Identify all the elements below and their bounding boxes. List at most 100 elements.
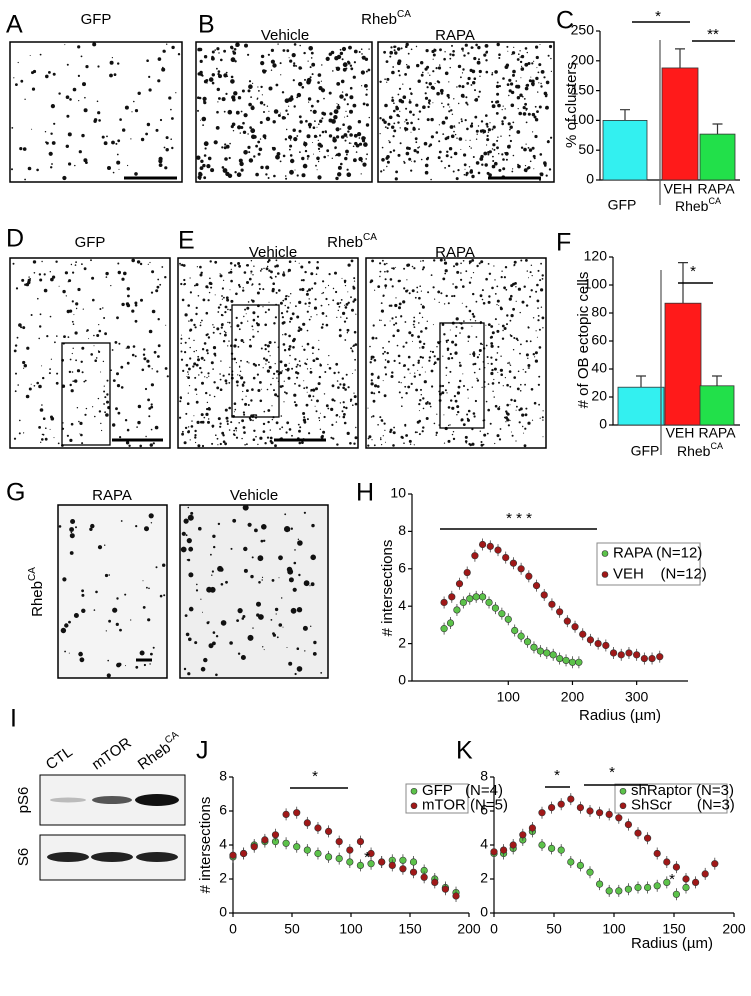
speckle bbox=[252, 274, 253, 275]
speckle bbox=[466, 128, 469, 131]
speckle bbox=[212, 51, 215, 54]
speckle bbox=[421, 74, 424, 77]
speckle bbox=[410, 92, 412, 94]
speckle bbox=[291, 435, 293, 437]
speckle bbox=[125, 106, 129, 110]
speckle bbox=[299, 328, 302, 331]
speckle bbox=[332, 384, 335, 387]
speckle bbox=[452, 54, 455, 57]
speckle bbox=[279, 577, 280, 578]
speckle bbox=[242, 399, 244, 401]
speckle bbox=[200, 120, 201, 121]
speckle bbox=[153, 647, 155, 649]
speckle bbox=[342, 91, 343, 92]
speckle bbox=[131, 111, 132, 112]
speckle bbox=[417, 147, 419, 149]
speckle bbox=[358, 157, 362, 161]
speckle bbox=[233, 344, 236, 347]
speckle bbox=[405, 392, 407, 394]
speckle bbox=[424, 380, 427, 383]
speckle bbox=[386, 155, 390, 159]
speckle bbox=[52, 276, 55, 279]
speckle bbox=[391, 375, 394, 378]
speckle bbox=[202, 612, 203, 613]
speckle bbox=[472, 313, 474, 315]
speckle bbox=[102, 307, 103, 308]
speckle bbox=[78, 652, 83, 657]
speckle bbox=[72, 321, 74, 323]
speckle bbox=[195, 442, 196, 443]
speckle bbox=[147, 618, 150, 621]
speckle bbox=[272, 282, 275, 285]
speckle bbox=[428, 360, 430, 362]
speckle bbox=[455, 134, 456, 135]
speckle bbox=[113, 379, 116, 382]
speckle bbox=[283, 271, 285, 273]
data-point bbox=[633, 652, 640, 659]
speckle bbox=[337, 55, 341, 59]
speckle bbox=[51, 359, 52, 360]
speckle bbox=[69, 371, 71, 373]
data-point bbox=[336, 838, 343, 845]
speckle bbox=[518, 53, 520, 55]
speckle bbox=[295, 170, 296, 171]
speckle bbox=[465, 140, 466, 141]
speckle bbox=[456, 86, 457, 87]
speckle bbox=[321, 88, 325, 92]
speckle bbox=[261, 389, 262, 390]
speckle bbox=[378, 391, 380, 393]
speckle bbox=[107, 380, 109, 382]
speckle bbox=[524, 444, 527, 447]
data-point bbox=[644, 884, 651, 891]
speckle bbox=[486, 138, 489, 141]
speckle bbox=[252, 336, 254, 338]
speckle bbox=[207, 402, 208, 403]
speckle bbox=[286, 49, 289, 52]
speckle bbox=[403, 287, 405, 289]
speckle bbox=[262, 577, 263, 578]
speckle bbox=[197, 96, 200, 99]
speckle bbox=[494, 70, 498, 74]
speckle bbox=[505, 377, 506, 378]
speckle bbox=[269, 302, 270, 303]
speckle bbox=[425, 327, 428, 330]
speckle bbox=[496, 146, 499, 149]
speckle bbox=[185, 413, 187, 415]
data-point bbox=[572, 623, 579, 630]
speckle bbox=[202, 117, 207, 122]
speckle bbox=[73, 88, 77, 92]
speckle bbox=[105, 413, 109, 417]
speckle bbox=[372, 337, 375, 340]
data-point bbox=[568, 796, 575, 803]
speckle bbox=[186, 534, 188, 536]
data-point bbox=[654, 883, 661, 890]
speckle bbox=[267, 106, 268, 107]
speckle bbox=[393, 431, 395, 433]
speckle bbox=[160, 595, 163, 598]
speckle bbox=[249, 278, 252, 281]
speckle bbox=[511, 432, 512, 433]
data-point bbox=[293, 809, 300, 816]
speckle bbox=[22, 361, 25, 364]
speckle bbox=[491, 363, 493, 365]
significance: * bbox=[554, 767, 560, 784]
speckle bbox=[411, 334, 414, 337]
y-tick-label: 6 bbox=[480, 802, 488, 818]
speckle bbox=[461, 420, 463, 422]
speckle bbox=[212, 368, 214, 370]
speckle bbox=[426, 66, 429, 69]
speckle bbox=[345, 140, 347, 142]
speckle bbox=[417, 370, 418, 371]
speckle bbox=[95, 591, 98, 594]
speckle bbox=[56, 373, 58, 375]
speckle bbox=[126, 302, 129, 305]
speckle bbox=[455, 263, 458, 266]
speckle bbox=[236, 380, 239, 383]
speckle bbox=[549, 168, 551, 170]
speckle bbox=[367, 445, 369, 447]
speckle bbox=[69, 439, 72, 442]
speckle bbox=[234, 264, 236, 266]
legend-marker bbox=[602, 572, 608, 578]
speckle bbox=[487, 151, 490, 154]
speckle bbox=[474, 89, 476, 91]
